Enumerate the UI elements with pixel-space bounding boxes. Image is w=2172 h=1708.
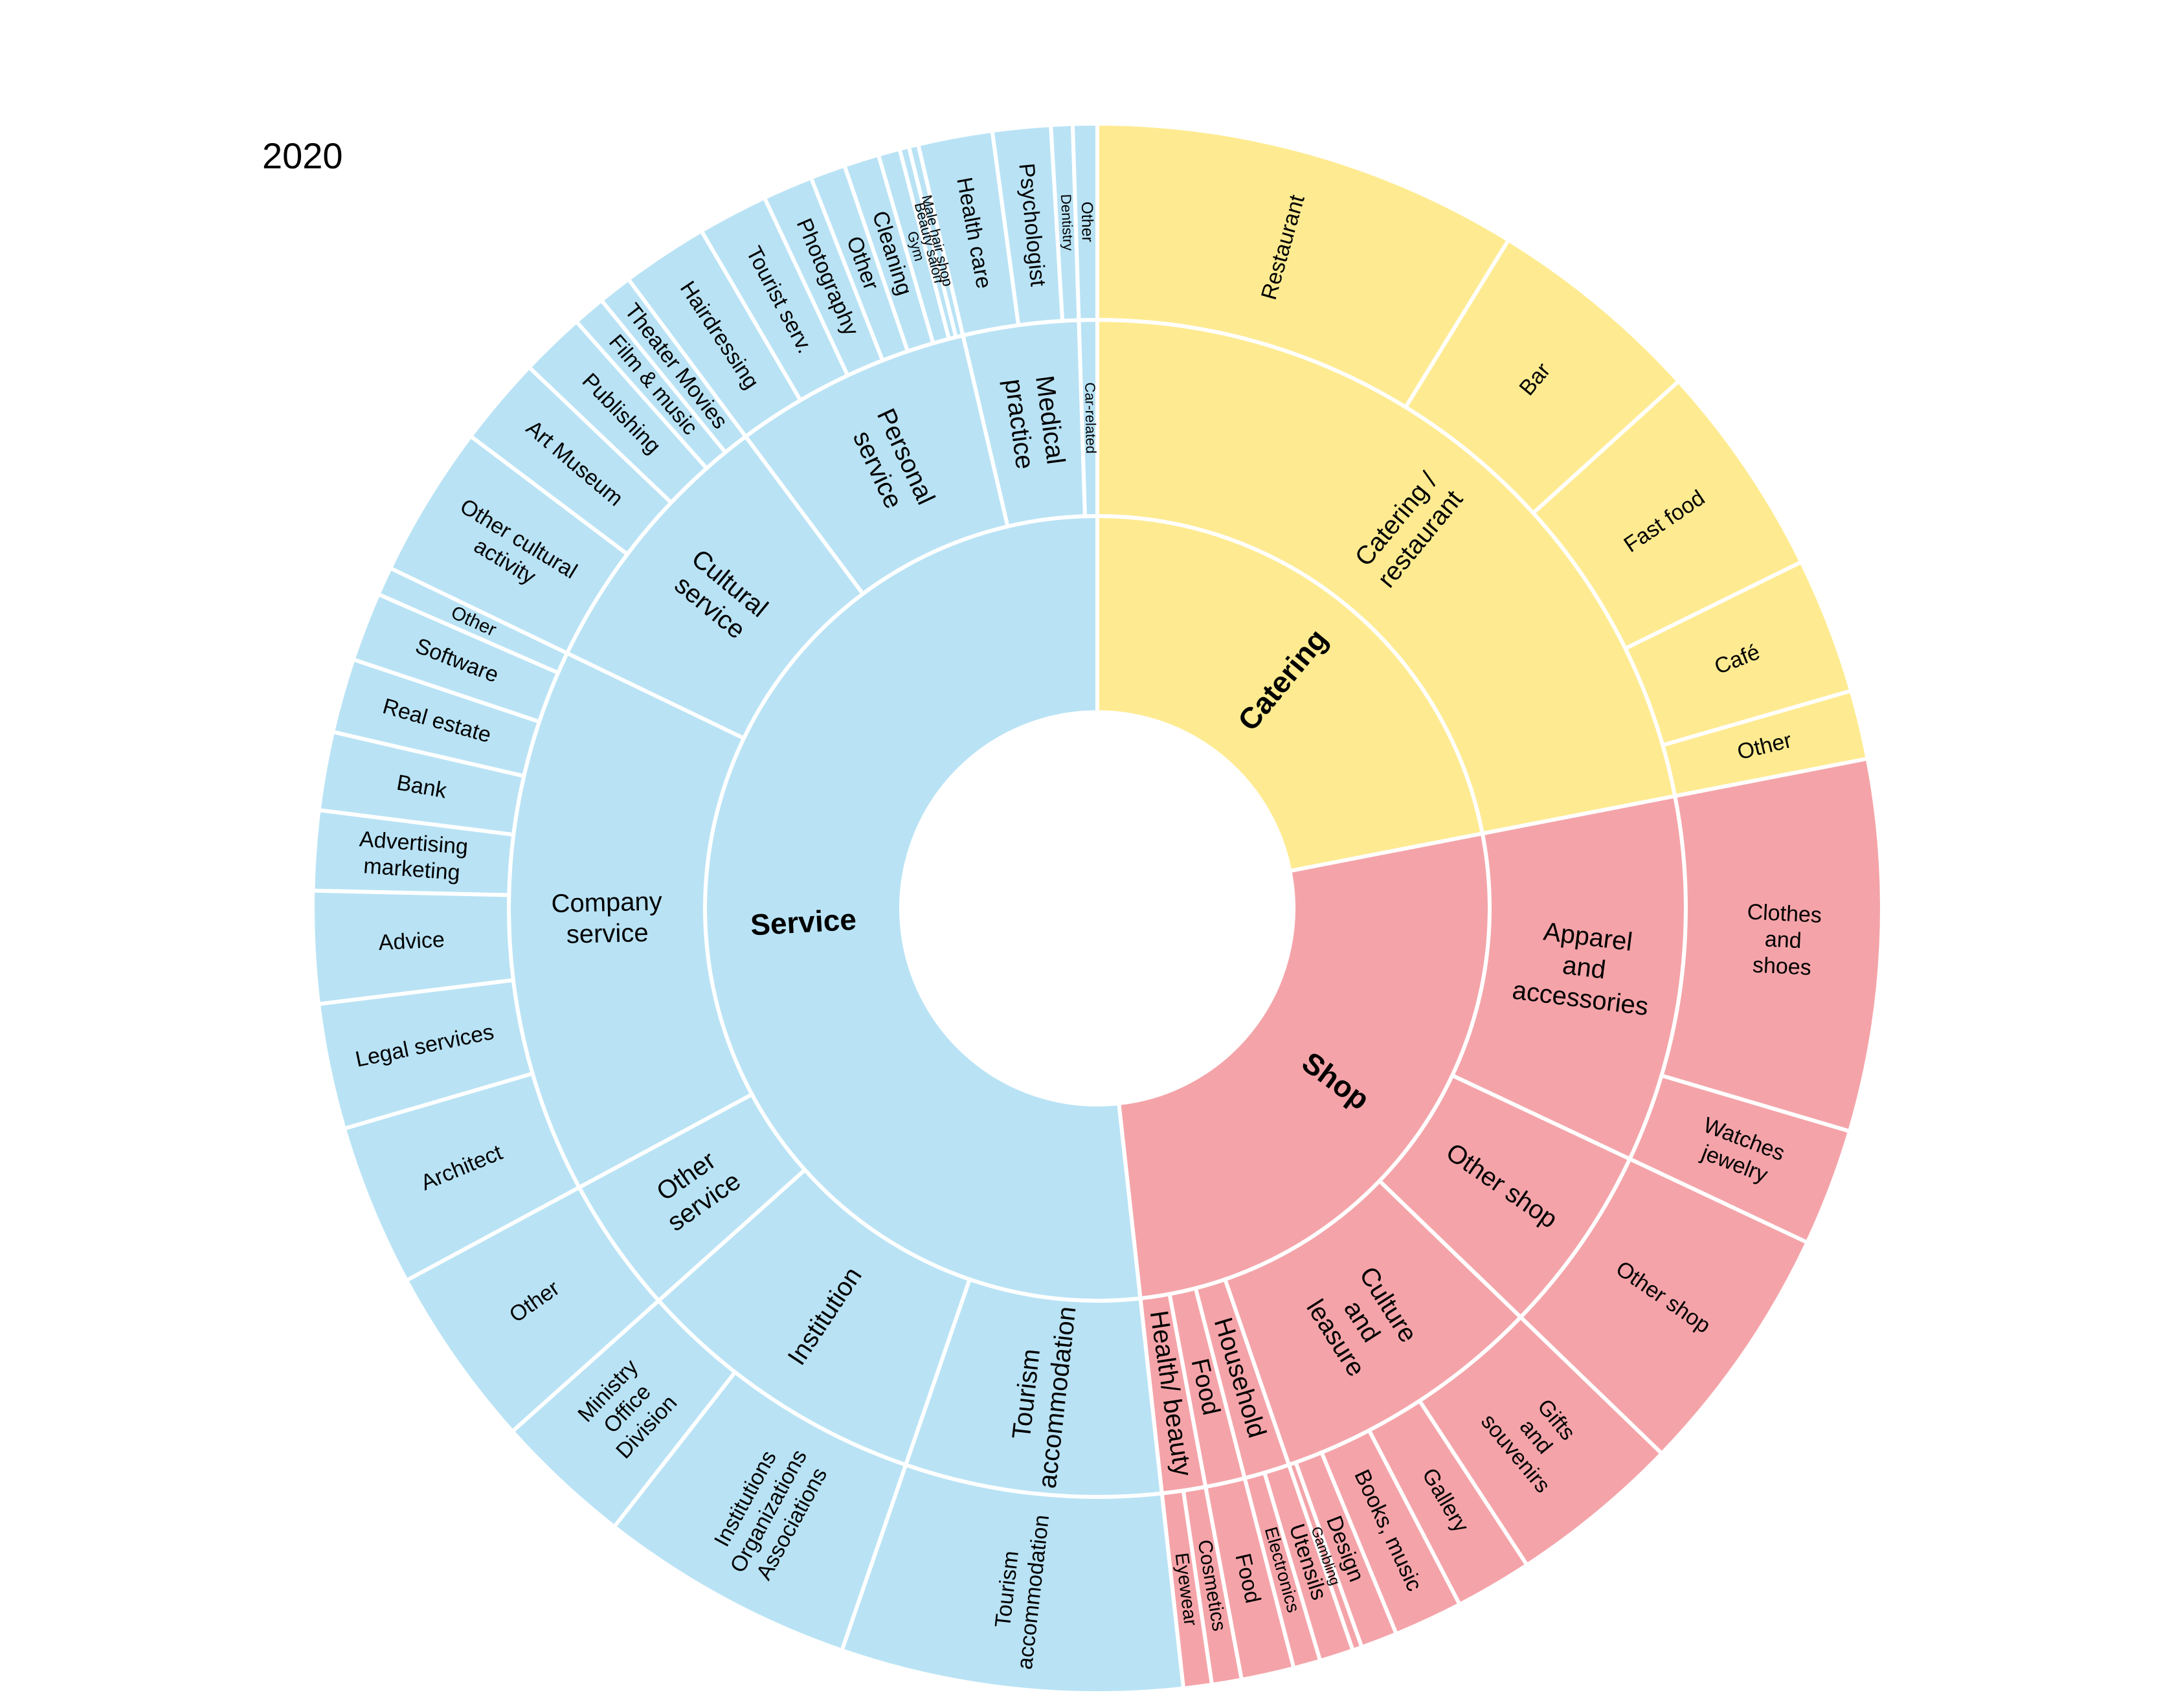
group-label: Service <box>750 903 857 942</box>
segment-label: Clothesandshoes <box>1744 899 1822 980</box>
segment-label: Other <box>1078 201 1097 242</box>
segment-label: Companyservice <box>551 887 663 949</box>
segment-label: Car-related <box>1082 382 1099 453</box>
sunburst <box>311 121 1884 1695</box>
sector <box>1070 121 1099 322</box>
segment-label: Dentistry <box>1058 194 1077 252</box>
chart-title: 2020 <box>262 135 343 176</box>
segment-label: Advice <box>378 927 445 955</box>
